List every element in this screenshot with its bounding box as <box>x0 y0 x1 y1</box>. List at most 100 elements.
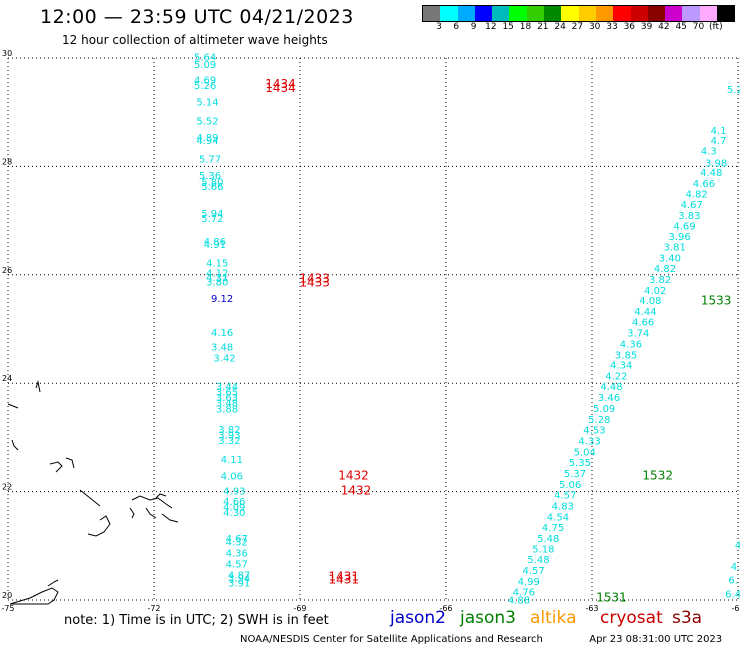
legend-swatch <box>595 6 614 21</box>
wave-height-value: 5.14 <box>196 98 218 109</box>
wave-height-value: 4.30 <box>223 508 245 519</box>
wave-height-value: 3.93 <box>218 430 240 441</box>
wave-height-value: 4.15 <box>206 259 228 270</box>
coastline <box>131 495 173 509</box>
wave-height-value: 3.83 <box>678 211 700 222</box>
wave-height-value: 4.67 <box>226 534 248 545</box>
legend-swatch <box>440 6 458 21</box>
legend-label: 18 <box>519 22 532 32</box>
wave-height-value: 4.94 <box>196 136 218 147</box>
wave-height-value: 4.57 <box>226 559 248 570</box>
wave-height-value: 4.76 <box>513 588 535 599</box>
wave-height-value: 3.91 <box>228 578 250 589</box>
wave-height-value: 4 <box>735 541 740 552</box>
wave-height-value: 5.94 <box>201 209 223 220</box>
wave-height-value: 4.93 <box>223 486 245 497</box>
wave-height-value: 4.99 <box>518 577 540 588</box>
wave-height-value: 4.57 <box>554 491 576 502</box>
legend-swatch <box>492 6 510 21</box>
wave-height-value: 4.48 <box>600 382 622 393</box>
wave-height-value: 5.21 <box>727 85 740 96</box>
lat-tick-label: 30 <box>2 49 12 58</box>
wave-height-value: 3.81 <box>664 242 686 253</box>
lat-tick-label: 28 <box>2 157 12 166</box>
wave-height-value: 5.18 <box>532 544 554 555</box>
wave-height-value: 4.36 <box>226 549 248 560</box>
pass-time-label: 1533 <box>701 294 732 308</box>
lon-tick-label: -60 <box>731 604 740 613</box>
legend-label: 39 <box>640 22 653 32</box>
wave-height-value: 4.69 <box>194 75 216 86</box>
wave-height-value: 4.67 <box>681 200 703 211</box>
wave-height-value: 4.08 <box>639 296 661 307</box>
wave-height-value: 5.80 <box>201 177 223 188</box>
color-legend-bar <box>422 5 736 22</box>
wave-height-value: 4. <box>731 562 740 573</box>
wave-height-value: 3.44 <box>216 382 238 393</box>
wave-height-value: 5.26 <box>194 81 216 92</box>
legend-label: 42 <box>658 22 670 32</box>
legend-swatch <box>457 6 475 21</box>
satellite-name: jason2 <box>390 608 446 628</box>
legend-label: 36 <box>623 22 636 32</box>
legend-label: (ft) <box>709 22 723 32</box>
lat-tick-label: 26 <box>2 266 12 275</box>
legend-label: 24 <box>554 22 566 32</box>
lon-tick-label: -66 <box>439 604 452 613</box>
wave-height-value: 3.88 <box>216 404 238 415</box>
wave-height-value: 4.09 <box>223 503 245 514</box>
satellite-name: altika <box>530 608 577 628</box>
satellite-name: s3a <box>672 608 703 628</box>
wave-height-value: 4.3 <box>701 146 717 157</box>
satellite-name: cryosat <box>600 608 663 628</box>
legend-swatch <box>509 6 527 21</box>
legend-swatch <box>665 6 683 21</box>
coastline <box>9 587 59 605</box>
coastline <box>35 380 59 587</box>
wave-height-value: 4.12 <box>206 268 228 279</box>
lon-tick-label: -75 <box>1 604 14 613</box>
legend-swatch <box>613 6 631 21</box>
wave-height-value: 5.04 <box>574 447 596 458</box>
wave-height-value: 4.31 <box>206 273 228 284</box>
credit-text: NOAA/NESDIS Center for Satellite Applica… <box>240 634 543 645</box>
wave-height-value: 5.66 <box>201 182 223 193</box>
coastline <box>79 489 111 537</box>
credit-timestamp: Apr 23 08:31:00 UTC 2023 <box>589 634 723 645</box>
legend-label: 6 <box>453 22 460 32</box>
lon-tick-label: -72 <box>147 604 160 613</box>
wave-height-value: 3.63 <box>216 393 238 404</box>
wave-height-value: 4.34 <box>610 361 632 372</box>
wave-height-value: 3.32 <box>218 436 240 447</box>
coastline <box>7 403 19 451</box>
pass-time-label: 1433 <box>299 276 330 290</box>
map-subtitle: 12 hour collection of altimeter wave hei… <box>62 33 328 47</box>
legend-swatch <box>717 6 735 21</box>
map-title: 12:00 — 23:59 UTC 04/21/2023 <box>40 6 354 28</box>
coastline <box>129 507 135 519</box>
wave-height-value: 5.72 <box>201 214 223 225</box>
lat-tick-label: 20 <box>2 591 12 600</box>
wave-height-value: 5.48 <box>527 555 549 566</box>
wave-height-value: 4.82 <box>686 189 708 200</box>
wave-height-value: 5.36 <box>199 171 221 182</box>
wave-height-value: 5.09 <box>194 60 216 71</box>
coastline <box>155 493 167 499</box>
legend-label: 70 <box>692 22 705 32</box>
wave-height-value: 4.75 <box>542 523 564 534</box>
coastline <box>49 457 75 473</box>
pass-time-label: 1532 <box>642 469 673 483</box>
wave-height-value: 6. <box>728 576 738 587</box>
wave-height-value: 3.65 <box>216 388 238 399</box>
wave-height-value: 4.89 <box>196 133 218 144</box>
legend-label: 9 <box>470 22 477 32</box>
wave-height-value: 4.1 <box>711 126 727 137</box>
wave-height-value: 5.37 <box>564 469 586 480</box>
legend-label: 45 <box>675 22 687 32</box>
legend-swatch <box>578 6 596 21</box>
legend-label: 30 <box>588 22 601 32</box>
pass-time-label: 1434 <box>265 77 296 91</box>
lon-tick-label: -63 <box>585 604 598 613</box>
wave-height-value: 4.16 <box>211 328 233 339</box>
